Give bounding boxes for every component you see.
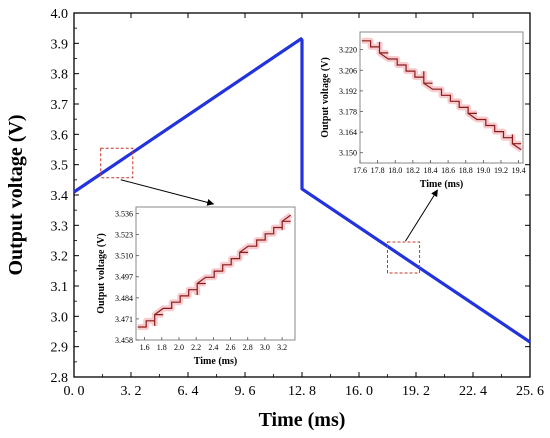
inset-y-tick-label: 3.471 <box>115 315 133 324</box>
x-tick-label: 16. 0 <box>345 384 373 399</box>
x-tick-label: 6. 4 <box>178 384 199 399</box>
x-tick-label: 0. 0 <box>64 384 85 399</box>
y-tick-label: 3.8 <box>51 68 69 83</box>
inset-x-tick-label: 1.6 <box>140 343 150 352</box>
inset-y-tick-label: 3.458 <box>115 336 133 345</box>
zoom-highlight-box <box>100 147 134 179</box>
inset-y-tick-label: 3.206 <box>339 66 357 75</box>
inset-rising: 3.458 3.471 3.484 3.497 3.510 3.523 3.536 1.6 1.… <box>96 206 296 367</box>
inset-x-tick-label: 3.2 <box>277 343 287 352</box>
x-tick-label: 9. 6 <box>235 384 256 399</box>
inset-x-tick-label: 17.6 <box>353 166 367 175</box>
inset-x-tick-label: 2.0 <box>174 343 184 352</box>
zoom-arrow-left <box>120 179 215 206</box>
inset-trace <box>361 40 522 151</box>
y-tick-label: 3.7 <box>51 98 69 113</box>
inset-x-tick-label: 17.8 <box>371 166 385 175</box>
inset-y-tick-label: 3.497 <box>115 273 133 282</box>
y-tick-label: 3.2 <box>51 250 69 265</box>
zoom-highlight-box <box>387 241 421 274</box>
inset-x-tick-label: 18.4 <box>423 166 437 175</box>
inset-y-tick-label: 3.192 <box>339 87 357 96</box>
inset-y-tick-label: 3.523 <box>115 231 133 240</box>
inset-x-tick-label: 3.0 <box>260 343 270 352</box>
x-tick-label: 19. 2 <box>402 384 430 399</box>
y-tick-label: 3.0 <box>51 310 69 325</box>
x-tick-label: 12. 8 <box>288 384 316 399</box>
y-tick-label: 3.9 <box>51 37 69 52</box>
zoom-arrow-right <box>405 189 438 242</box>
x-axis-label: Time (ms) <box>259 409 346 431</box>
inset-y-axis-label: Output voltage (V) <box>320 57 331 138</box>
inset-y-tick-label: 3.178 <box>339 107 357 116</box>
y-tick-label: 2.9 <box>51 341 69 356</box>
inset-y-tick-label: 3.484 <box>115 294 133 303</box>
inset-x-axis-label: Time (ms) <box>194 356 237 367</box>
y-tick-label: 3.5 <box>51 159 69 174</box>
inset-x-tick-label: 18.8 <box>459 166 473 175</box>
inset-x-tick-label: 1.8 <box>157 343 167 352</box>
inset-y-tick-label: 3.220 <box>339 46 357 55</box>
y-tick-label: 3.3 <box>51 219 69 234</box>
inset-y-tick-label: 3.536 <box>115 209 133 218</box>
inset-x-tick-label: 2.4 <box>208 343 218 352</box>
y-tick-label: 3.6 <box>51 128 69 143</box>
inset-x-tick-label: 19.4 <box>512 166 526 175</box>
inset-x-tick-label: 19.0 <box>476 166 490 175</box>
inset-x-axis-label: Time (ms) <box>420 179 463 190</box>
inset-x-tick-label: 18.6 <box>441 166 455 175</box>
inset-x-tick-label: 18.2 <box>406 166 420 175</box>
y-tick-label: 2.8 <box>51 371 69 386</box>
inset-y-tick-label: 3.510 <box>115 252 133 261</box>
inset-x-tick-label: 19.2 <box>494 166 508 175</box>
y-tick-label: 4.0 <box>51 7 69 22</box>
inset-y-axis-label: Output voltage (V) <box>96 233 107 314</box>
series-line-output-voltage <box>73 37 531 344</box>
inset-x-tick-label: 2.2 <box>191 343 201 352</box>
inset-x-tick-label: 2.6 <box>226 343 236 352</box>
inset-x-tick-label: 18.0 <box>388 166 402 175</box>
inset-trace <box>137 214 292 328</box>
y-tick-label: 3.1 <box>51 280 69 295</box>
x-tick-label: 25. 6 <box>516 384 544 399</box>
inset-x-tick-label: 2.8 <box>243 343 253 352</box>
y-axis-label: Output voltage (V) <box>5 114 27 275</box>
x-tick-label: 3. 2 <box>121 384 142 399</box>
y-tick-label: 3.4 <box>51 189 69 204</box>
x-tick-label: 22. 4 <box>459 384 487 399</box>
inset-y-tick-label: 3.164 <box>339 128 357 137</box>
inset-y-tick-label: 3.150 <box>339 149 357 158</box>
